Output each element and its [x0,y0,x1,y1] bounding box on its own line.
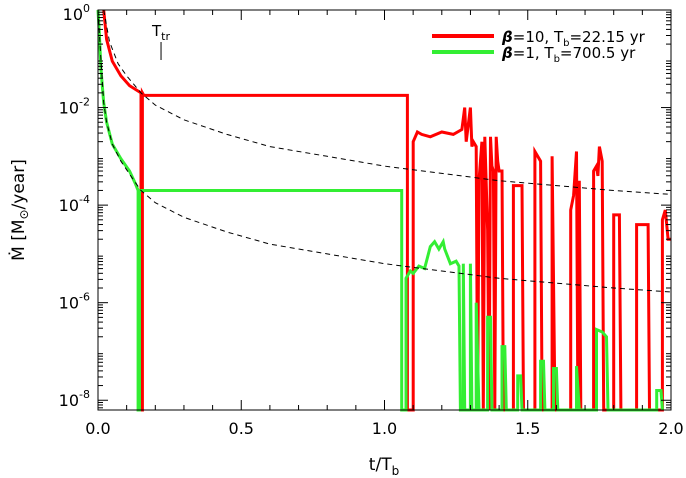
legend-label-beta10: β=10, Tb=22.15 yr [501,28,646,49]
y-tick-label-4: 10-8 [59,388,90,410]
y-tick-label-0: 100 [63,2,90,24]
plot-frame [97,9,672,411]
analytic-curve-2 [97,9,672,293]
y-tick-label-2: 10-4 [59,193,90,215]
x-tick-label-0: 0.0 [85,419,110,438]
x-tick-label-4: 2.0 [658,419,683,438]
legend: β=10, Tb=22.15 yr β=1, Tb=700.5 yr [432,28,646,65]
x-tick-label-2: 1.0 [372,419,397,438]
legend-label-beta1: β=1, Tb=700.5 yr [501,44,636,65]
annotation-label: Ttr [151,22,170,43]
annotation-ttr: Ttr [151,22,170,60]
y-tick-label-1: 10-2 [59,96,90,118]
x-tick-label-1: 0.5 [229,419,254,438]
y-axis-label: Ṁ [M⊙/year] [8,159,31,261]
analytic-curve-1 [103,9,672,195]
y-tick-label-3: 10-6 [59,291,90,313]
x-tick-label-3: 1.5 [515,419,540,438]
x-axis-label: t/Tb [369,455,399,478]
